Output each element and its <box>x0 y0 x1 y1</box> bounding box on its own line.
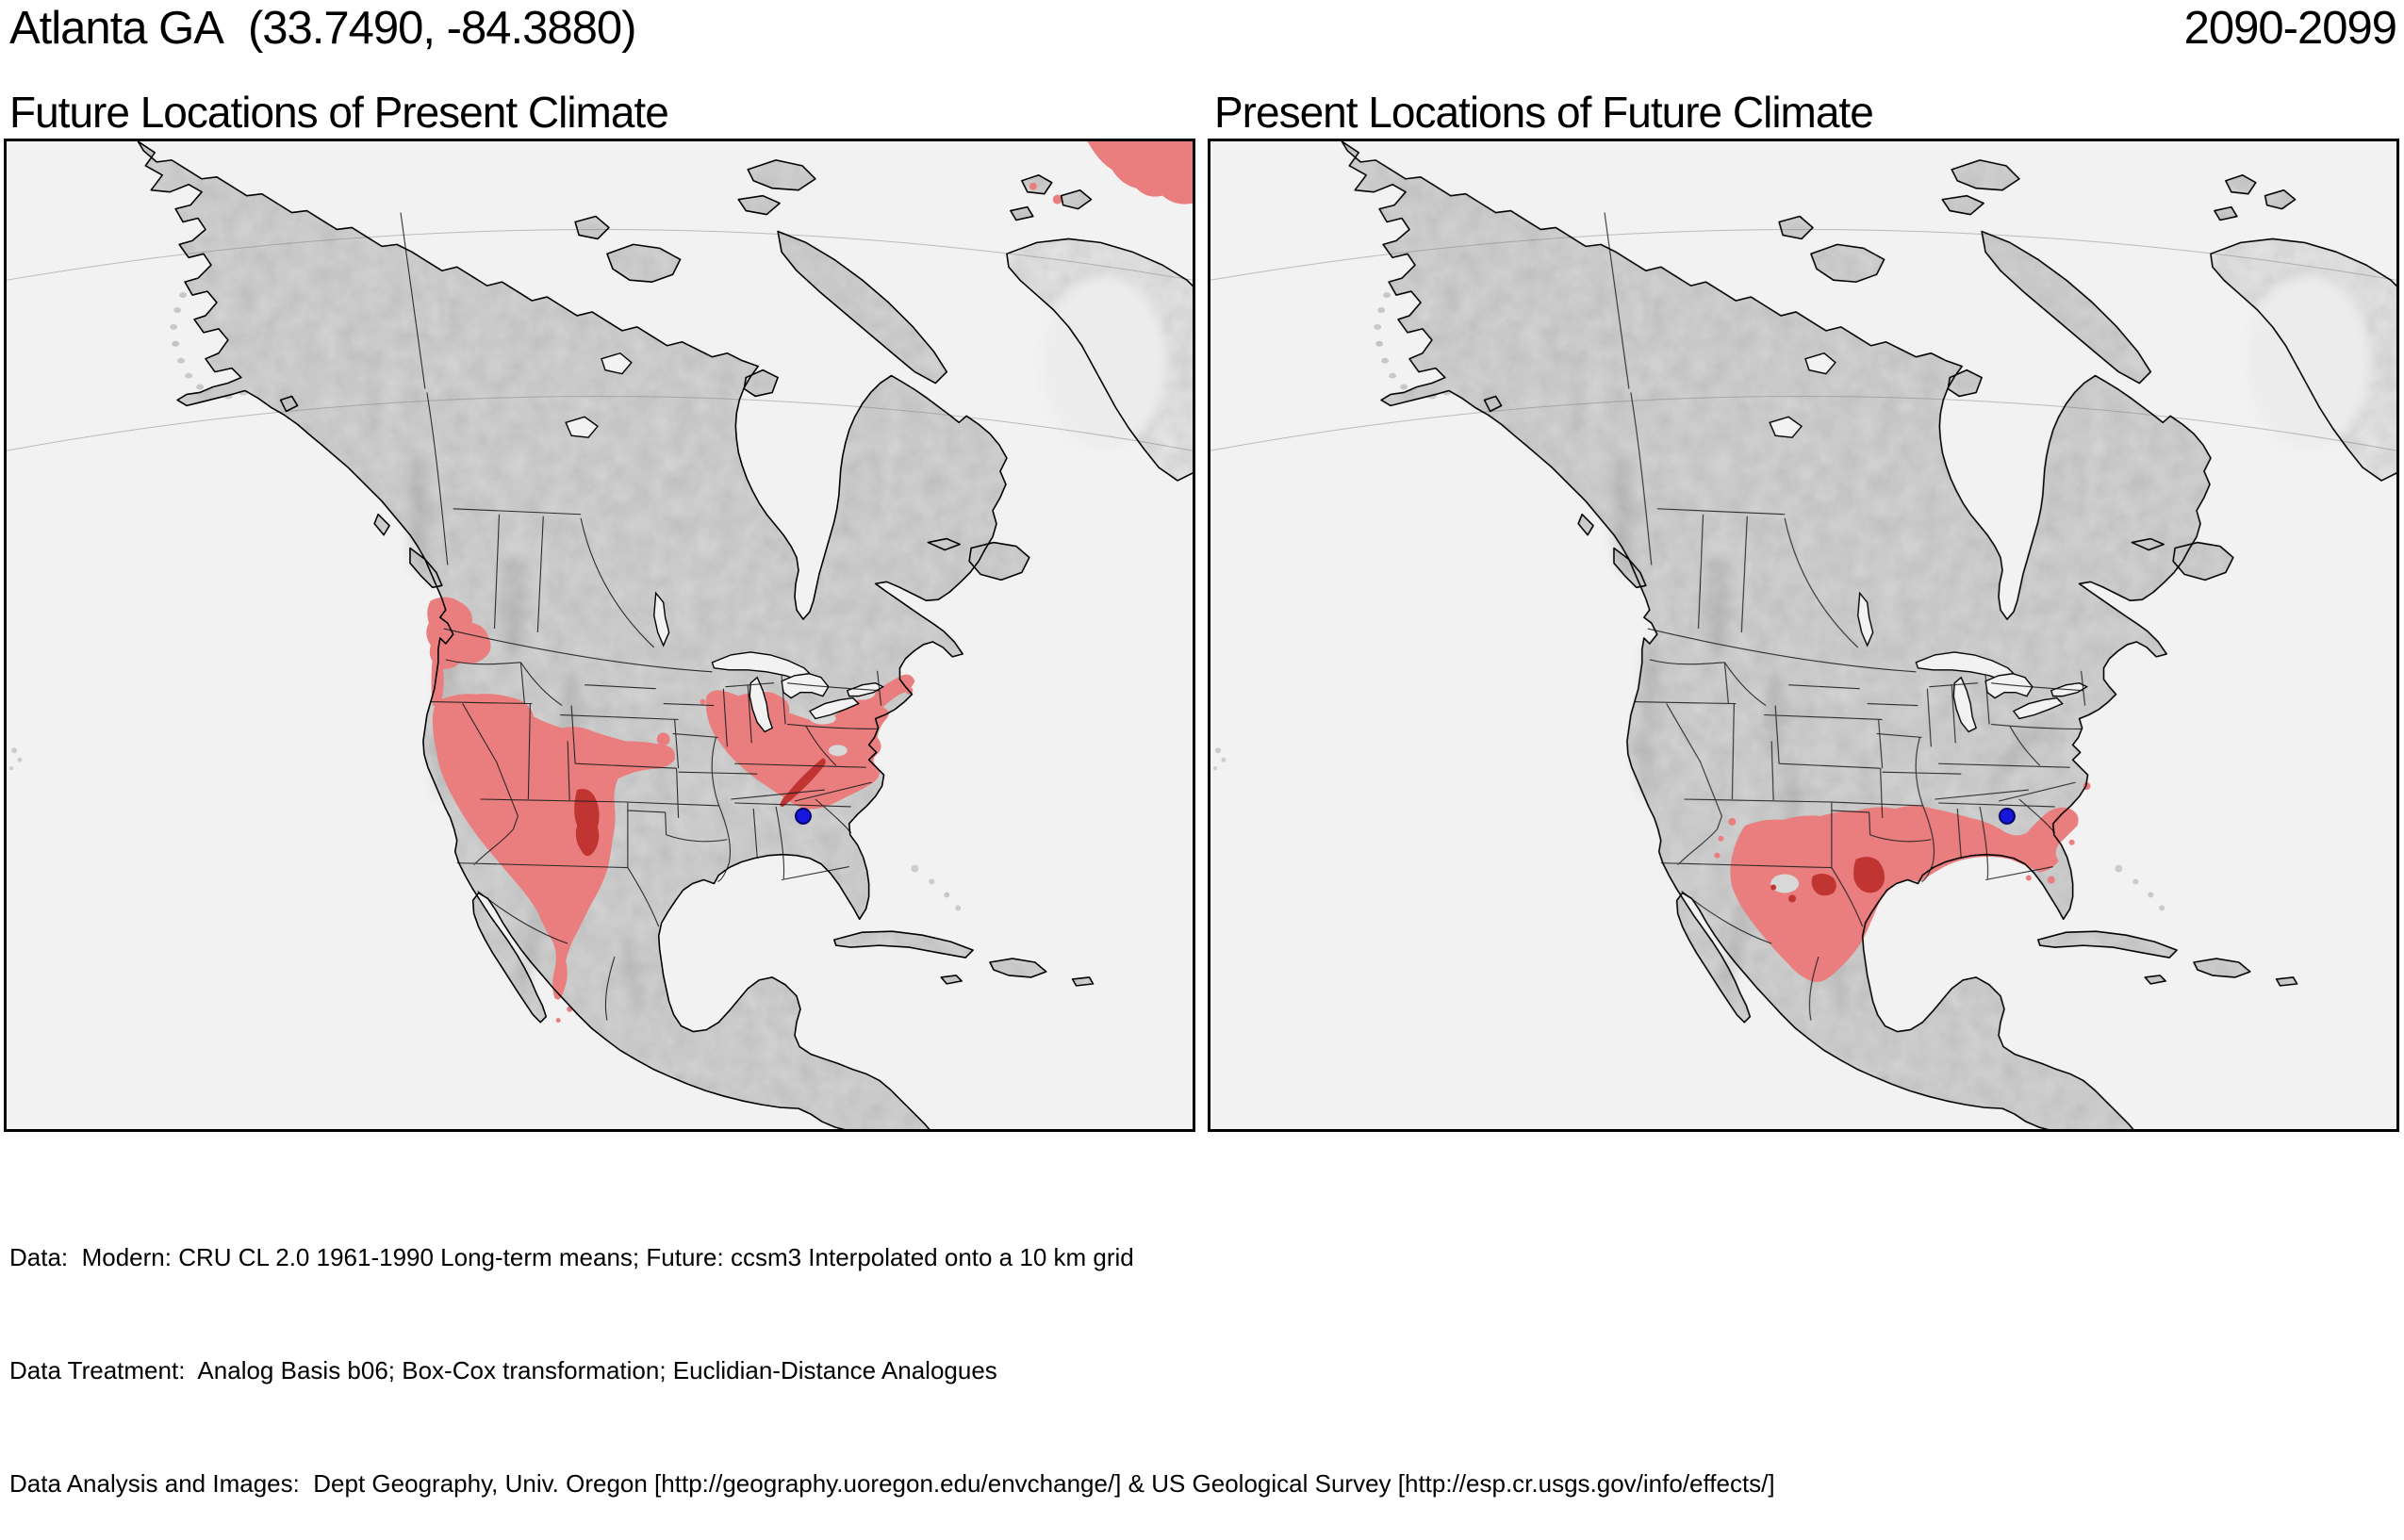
atlanta-marker-right <box>1999 807 2016 825</box>
time-period: 2090-2099 <box>2183 3 2397 54</box>
atlanta-marker-left <box>795 807 812 825</box>
credit-line-analysis: Data Analysis and Images: Dept Geography… <box>9 1469 1775 1498</box>
map-present-locations-of-future-climate <box>1208 139 2399 1132</box>
map-future-locations-of-present-climate <box>4 139 1195 1132</box>
data-credits: Data: Modern: CRU CL 2.0 1961-1990 Long-… <box>9 1163 1775 1540</box>
credit-line-data: Data: Modern: CRU CL 2.0 1961-1990 Long-… <box>9 1243 1134 1271</box>
location-name: Atlanta GA <box>9 3 224 54</box>
left-map-title: Future Locations of Present Climate <box>9 88 669 137</box>
credit-line-treatment: Data Treatment: Analog Basis b06; Box-Co… <box>9 1356 997 1384</box>
page-title: Atlanta GA (33.7490, -84.3880) <box>9 2 636 55</box>
right-map-title: Present Locations of Future Climate <box>1214 88 1874 137</box>
left-map-svg <box>7 141 1193 1129</box>
right-map-svg <box>1210 141 2396 1129</box>
location-coordinates: (33.7490, -84.3880) <box>247 3 636 54</box>
right-analog-regions <box>1714 782 2091 983</box>
